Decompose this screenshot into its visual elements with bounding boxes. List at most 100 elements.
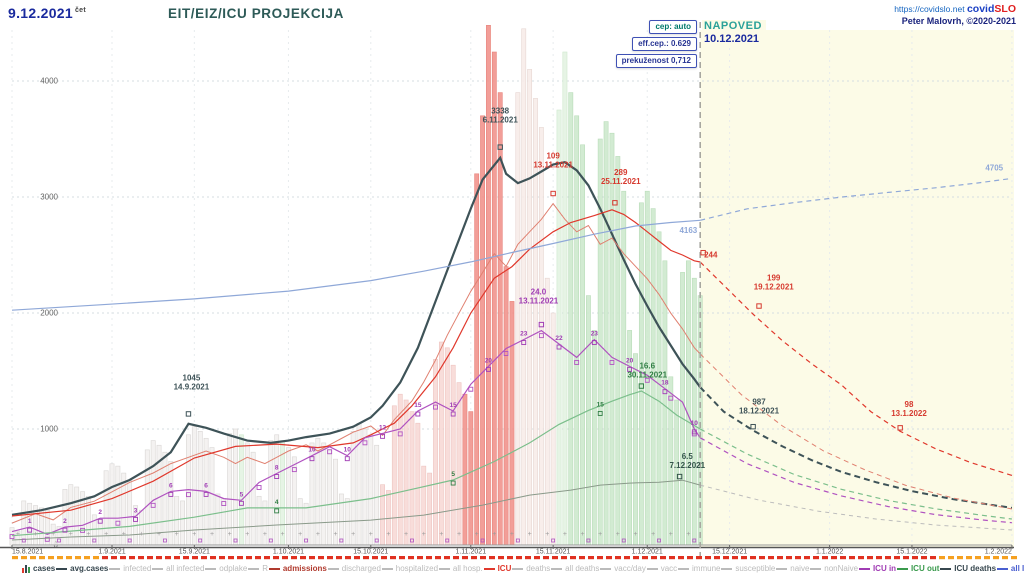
- daily-marker: [339, 538, 344, 543]
- daily-marker: [21, 538, 26, 543]
- legend-label: cases: [33, 564, 56, 573]
- legend-item-susceptible[interactable]: susceptible: [721, 564, 775, 573]
- cases-bar: [362, 428, 368, 546]
- cases-bar: [315, 437, 321, 546]
- timeline-band-dash: [75, 556, 81, 560]
- legend-item-vacc-day[interactable]: vacc/day: [600, 564, 646, 573]
- cases-bar: [633, 353, 638, 546]
- timeline-band-dash: [237, 556, 243, 560]
- daily-marker: [480, 538, 485, 543]
- legend-dash-icon: [896, 567, 908, 570]
- annotation-marker: [538, 321, 545, 328]
- timeline-band-dash: [174, 556, 180, 560]
- legend-item-infected[interactable]: infected: [109, 564, 151, 573]
- legend-item-icu-in[interactable]: ICU in: [858, 564, 896, 573]
- svg-text:1.12.2021: 1.12.2021: [632, 549, 663, 556]
- svg-text:13.11.2021: 13.11.2021: [519, 296, 559, 305]
- legend-item-r[interactable]: R: [248, 564, 268, 573]
- svg-text:+: +: [686, 531, 690, 538]
- timeline-band-dash: [426, 556, 432, 560]
- timeline-band-dash: [840, 556, 846, 560]
- timeline-band-dash: [210, 556, 216, 560]
- series-icu-out-forecast: [699, 428, 1012, 520]
- legend-dash-icon: [248, 567, 260, 570]
- svg-text:1.2.2022: 1.2.2022: [985, 549, 1012, 556]
- legend-item-immune[interactable]: immune: [678, 564, 720, 573]
- legend-dash-icon: [205, 567, 217, 570]
- svg-text:24.0: 24.0: [531, 287, 547, 296]
- legend-item-discharged[interactable]: discharged: [327, 564, 381, 573]
- legend-item-odplake[interactable]: odplake: [205, 564, 247, 573]
- legend-dash-icon: [152, 567, 164, 570]
- timeline-band-dash: [984, 556, 990, 560]
- legend-label: naive: [790, 564, 810, 573]
- svg-text:+: +: [51, 531, 55, 538]
- legend-item-all-infected[interactable]: all infected: [152, 564, 204, 573]
- legend-item-hospitalized[interactable]: hospitalized: [381, 564, 438, 573]
- cases-bar: [280, 440, 285, 546]
- timeline-band-dash: [408, 556, 414, 560]
- svg-text:4163: 4163: [679, 226, 697, 235]
- series-icu-deaths-forecast: [700, 484, 1012, 531]
- cases-bar: [338, 493, 344, 546]
- timeline-band-dash: [39, 556, 45, 560]
- timeline-band-dash: [345, 556, 351, 560]
- legend-item-icu[interactable]: ICU: [483, 564, 511, 573]
- timeline-band-dash: [660, 556, 666, 560]
- timeline-band-dash: [228, 556, 234, 560]
- svg-text:+: +: [333, 531, 337, 538]
- svg-text:+: +: [316, 531, 320, 538]
- legend-item-all-deaths[interactable]: all deaths: [551, 564, 599, 573]
- daily-marker: [198, 538, 203, 543]
- timeline-band-dash: [912, 556, 918, 560]
- prekuzenost-box[interactable]: prekuženost 0,712: [615, 54, 697, 68]
- legend-item-deaths[interactable]: deaths: [512, 564, 550, 573]
- series-all-icu: [11, 219, 701, 311]
- cases-bar: [415, 422, 421, 546]
- timeline-band-dash: [786, 556, 792, 560]
- legend-item-icu-out[interactable]: ICU out: [896, 564, 939, 573]
- svg-text:13.1.2022: 13.1.2022: [891, 409, 927, 418]
- svg-text:98: 98: [905, 400, 914, 409]
- timeline-band-dash: [822, 556, 828, 560]
- legend-item-vacc[interactable]: vacc: [646, 564, 677, 573]
- site-url[interactable]: https://covidslo.net covidSLO: [894, 3, 1016, 15]
- cases-bar: [680, 272, 685, 546]
- timeline-band-dash: [201, 556, 207, 560]
- timeline-band-dash: [777, 556, 783, 560]
- legend-dash-icon: [56, 567, 68, 570]
- legend-label: nonNaive: [824, 564, 859, 573]
- legend-item-avg-cases[interactable]: avg.cases: [56, 564, 108, 573]
- legend-item-nonnaive[interactable]: nonNaive: [810, 564, 858, 573]
- legend-item-icu-deaths[interactable]: ICU deaths: [940, 564, 996, 573]
- cases-bar: [474, 173, 480, 546]
- annotation-marker: [638, 383, 645, 389]
- legend-item-admissions[interactable]: admissions: [268, 564, 327, 573]
- timeline-band-dash: [120, 556, 126, 560]
- cep-setting-box[interactable]: cep: auto: [649, 20, 697, 34]
- timeline-band-dash: [282, 556, 288, 560]
- timeline-band-dash: [903, 556, 909, 560]
- cases-bar: [686, 260, 691, 546]
- svg-text:20: 20: [626, 357, 634, 364]
- page-title: EIT/EIZ/ICU PROJEKCIJA: [168, 6, 344, 21]
- svg-text:+: +: [122, 531, 126, 538]
- svg-text:4705: 4705: [985, 163, 1003, 172]
- legend-item-cases[interactable]: cases: [22, 564, 55, 573]
- svg-text:+: +: [139, 531, 143, 538]
- report-weekday: čet: [74, 7, 87, 15]
- timeline-band-dash: [219, 556, 225, 560]
- legend-item-all-icu[interactable]: all ICU: [996, 564, 1024, 573]
- icu-in-marker: [644, 377, 650, 383]
- svg-text:10: 10: [308, 447, 316, 454]
- timeline-band-dash: [570, 556, 576, 560]
- eff-cep-box[interactable]: eff.cep.: 0.629: [632, 37, 697, 51]
- daily-marker: [268, 538, 273, 543]
- point-marker: [380, 433, 386, 439]
- svg-text:20: 20: [485, 357, 493, 364]
- legend-item-naive[interactable]: naive: [776, 564, 809, 573]
- legend-label: avg.cases: [70, 564, 109, 573]
- legend-item-all-hosp-[interactable]: all hosp.: [438, 564, 483, 573]
- icu-in-marker: [221, 501, 227, 507]
- svg-text:+: +: [104, 531, 108, 538]
